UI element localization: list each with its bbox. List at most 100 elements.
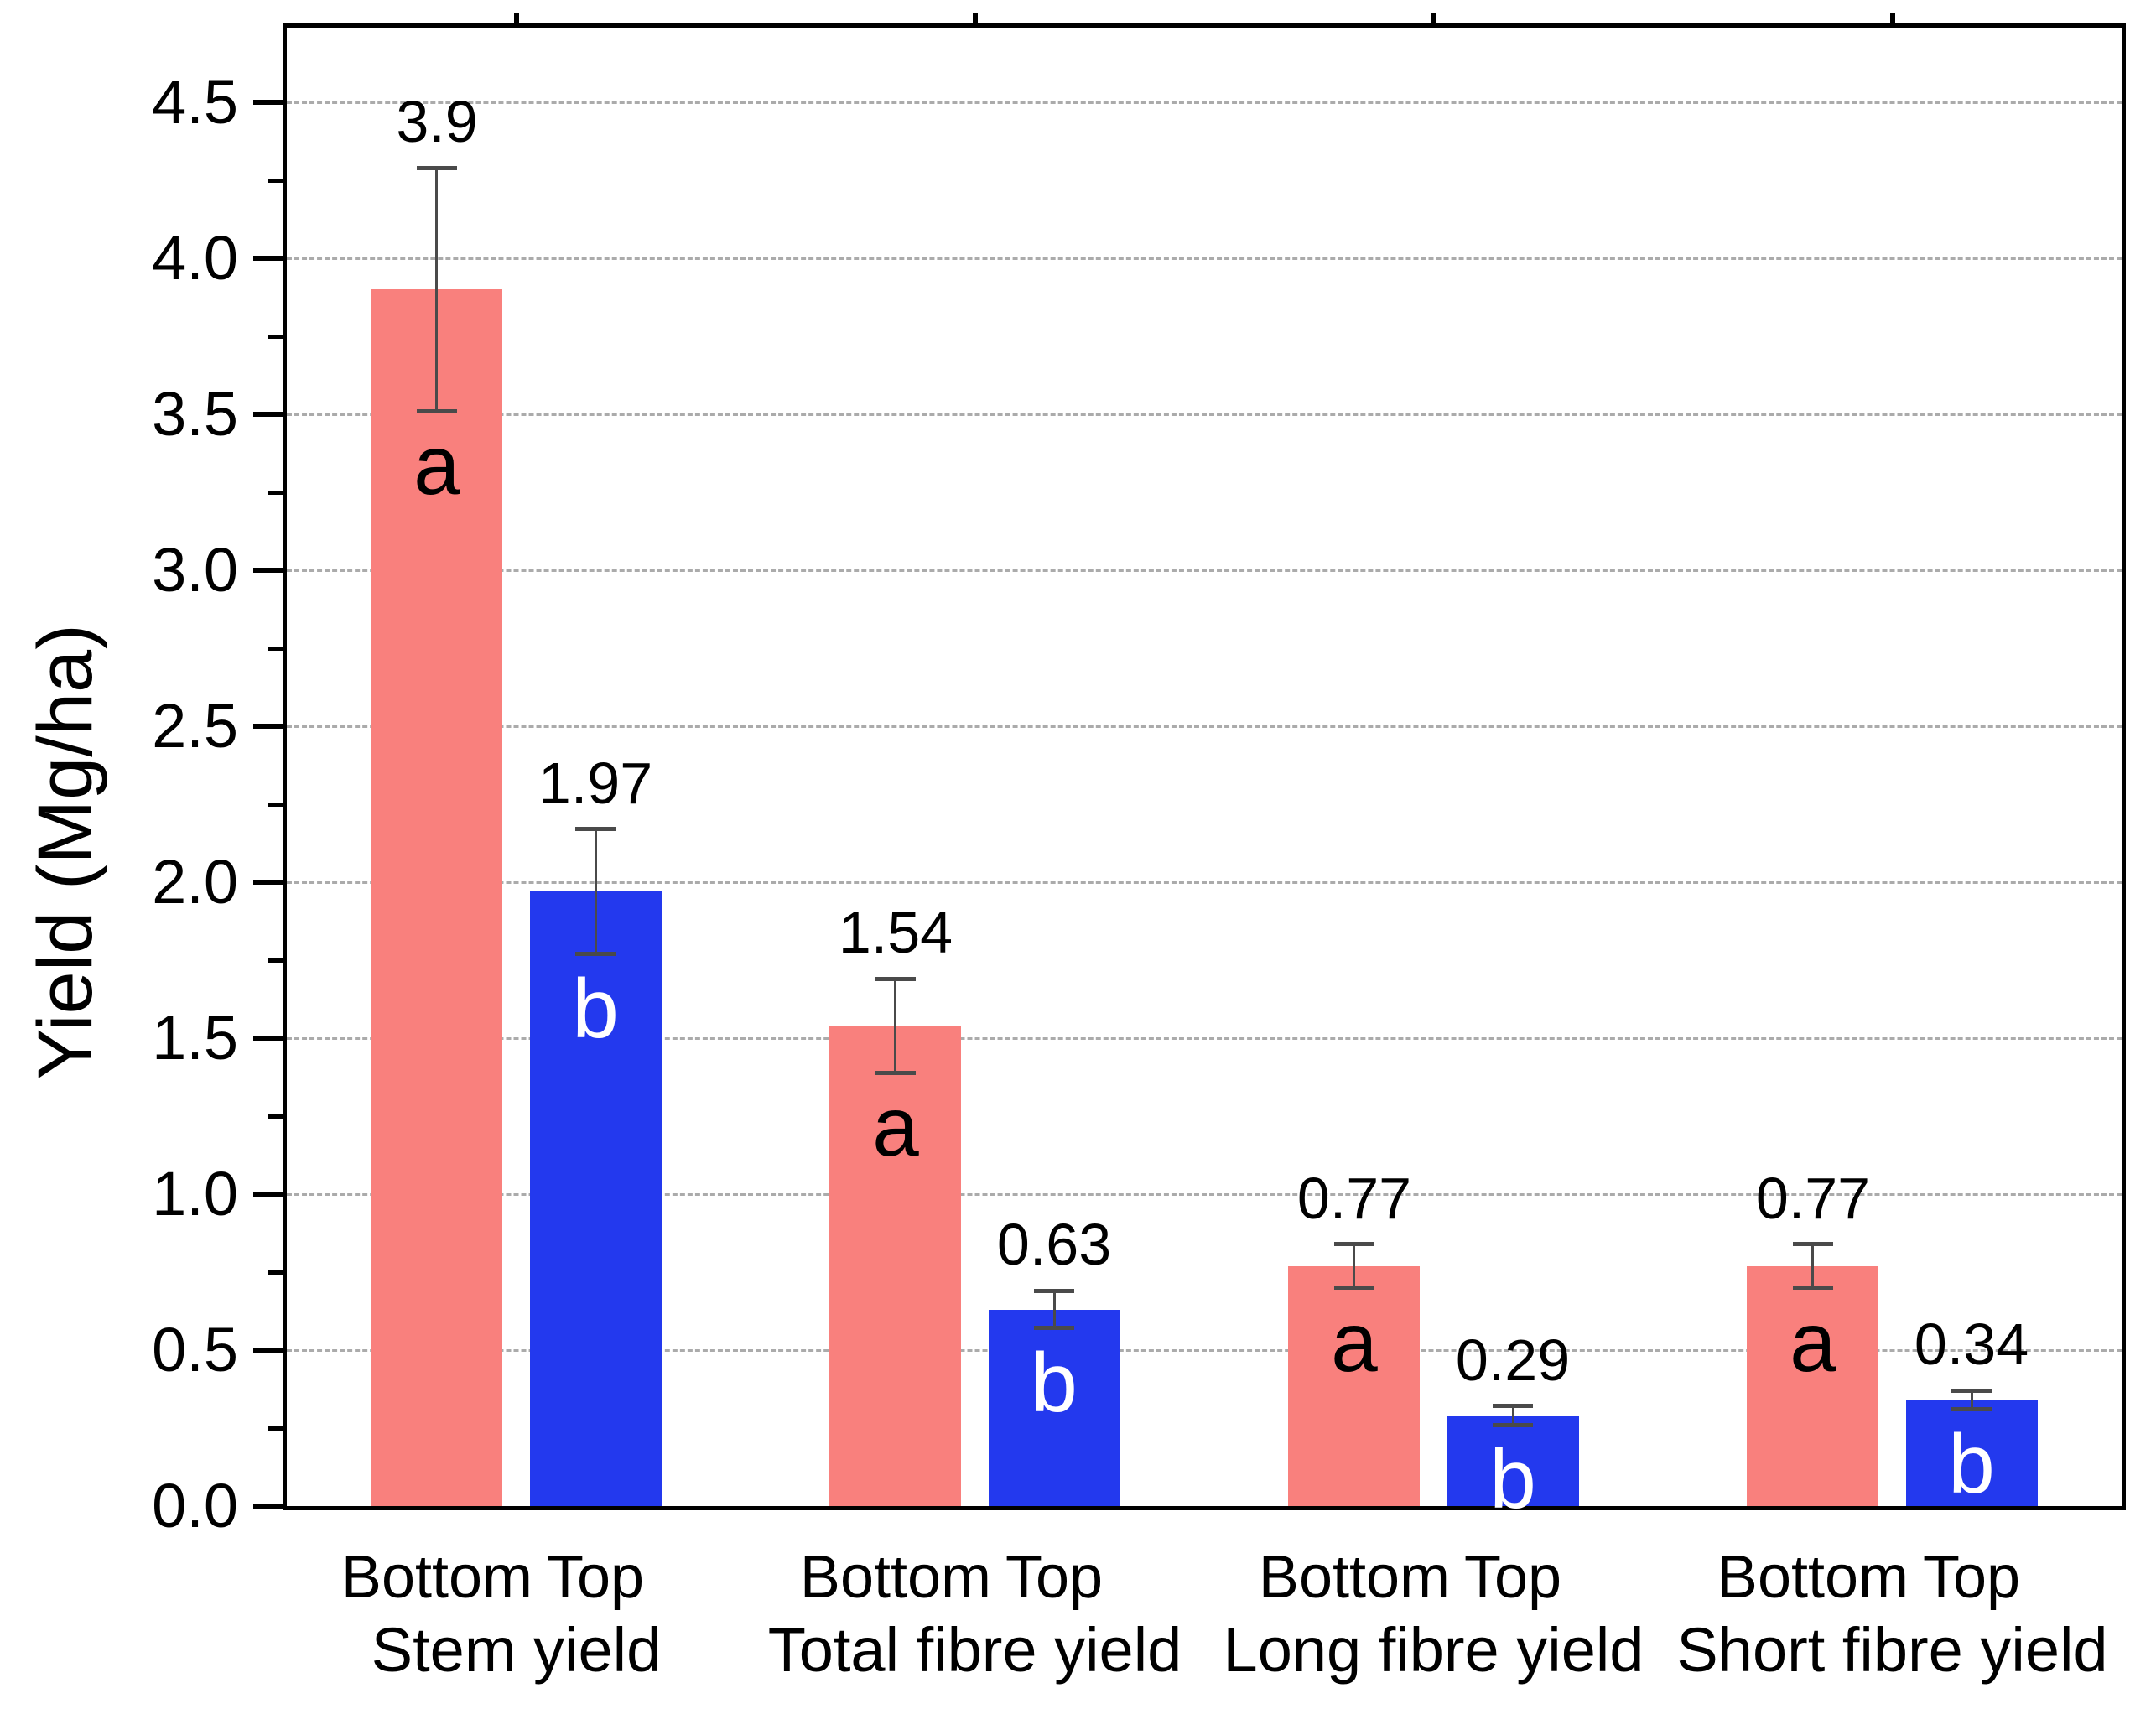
- significance-letter: a: [413, 418, 460, 513]
- y-tick-major: [253, 1504, 287, 1509]
- error-bar-cap: [875, 1070, 916, 1075]
- significance-letter: b: [1031, 1335, 1078, 1430]
- y-tick-label: 0.5: [152, 1315, 238, 1385]
- significance-letter: a: [1331, 1295, 1378, 1390]
- error-bar: [1811, 1244, 1815, 1288]
- y-tick-major: [253, 1036, 287, 1042]
- y-tick-label: 4.0: [152, 223, 238, 293]
- y-tick-major: [253, 568, 287, 574]
- y-axis-title: Yield (Mg/ha): [23, 624, 108, 1080]
- error-bar-cap: [1951, 1407, 1992, 1412]
- y-tick-label: 4.5: [152, 67, 238, 138]
- error-bar: [1511, 1405, 1514, 1426]
- y-tick-major: [253, 1348, 287, 1353]
- bar-top: [1905, 1400, 2038, 1506]
- plot-area: 3.9 a 1.97 b 1.54 a 0.63 b 0.77 a 0.29 b 0.77 a 0.34 b: [283, 23, 2126, 1521]
- error-bar: [594, 829, 597, 954]
- bar-bottom: [371, 289, 503, 1506]
- bar-top: [1447, 1416, 1579, 1506]
- error-bar: [1052, 1291, 1056, 1328]
- error-bar: [894, 979, 897, 1073]
- bar-bottom: [1747, 1265, 1879, 1506]
- y-tick-major: [253, 1192, 287, 1197]
- bar-bottom: [1288, 1265, 1421, 1506]
- y-tick-label: 0.0: [152, 1471, 238, 1540]
- y-tick-major: [253, 724, 287, 730]
- y-tick-major: [253, 100, 287, 106]
- x-tick-label: Bottom: [1258, 1544, 1451, 1611]
- error-bar-cap: [1034, 1288, 1075, 1293]
- x-tick-label: Bottom: [1717, 1544, 1909, 1611]
- value-label: 3.9: [396, 89, 478, 155]
- top-axis-tick: [513, 13, 519, 23]
- y-tick-major: [253, 412, 287, 418]
- error-bar-cap: [1493, 1422, 1534, 1427]
- y-tick-minor: [268, 334, 287, 339]
- y-tick-label: 1.5: [152, 1003, 238, 1073]
- error-bar: [1970, 1390, 1973, 1410]
- x-tick-label: Top: [1463, 1544, 1562, 1611]
- x-tick-label: Bottom: [340, 1544, 533, 1611]
- y-tick-minor: [268, 1270, 287, 1275]
- gridline: [287, 257, 2122, 261]
- top-axis-tick: [1431, 13, 1436, 23]
- y-tick-minor: [268, 646, 287, 651]
- error-bar-cap: [1493, 1404, 1534, 1409]
- gridline: [287, 881, 2122, 885]
- bar-top: [988, 1309, 1120, 1506]
- y-tick-minor: [268, 490, 287, 495]
- y-tick-minor: [268, 1426, 287, 1431]
- error-bar-cap: [1792, 1242, 1833, 1247]
- error-bar-cap: [416, 408, 457, 413]
- top-axis-tick: [972, 13, 978, 23]
- error-bar-cap: [1792, 1286, 1833, 1291]
- error-bar-cap: [1951, 1388, 1992, 1393]
- group-label: Short fibre yield: [1676, 1615, 2108, 1685]
- significance-letter: a: [1790, 1295, 1836, 1390]
- value-label: 1.54: [838, 900, 953, 966]
- y-tick-label: 3.5: [152, 379, 238, 449]
- x-tick-label: Top: [1922, 1544, 2021, 1611]
- error-bar-cap: [1034, 1326, 1075, 1331]
- y-tick-label: 1.0: [152, 1159, 238, 1229]
- error-bar-cap: [416, 165, 457, 170]
- error-bar-cap: [575, 952, 616, 957]
- x-tick-label: Bottom: [799, 1544, 992, 1611]
- error-bar-cap: [575, 827, 616, 832]
- significance-letter: b: [1489, 1432, 1536, 1527]
- y-tick-major: [253, 880, 287, 886]
- y-tick-minor: [268, 1114, 287, 1119]
- gridline: [287, 725, 2122, 729]
- gridline: [287, 569, 2122, 573]
- top-axis-tick: [1889, 13, 1895, 23]
- gridline: [287, 1193, 2122, 1197]
- y-tick-minor: [268, 178, 287, 183]
- gridline: [287, 101, 2122, 105]
- error-bar-cap: [1333, 1242, 1374, 1247]
- value-label: 0.29: [1455, 1327, 1571, 1393]
- gridline: [287, 413, 2122, 417]
- significance-letter: b: [1948, 1416, 1995, 1511]
- significance-letter: a: [872, 1080, 919, 1174]
- bar-top: [529, 891, 662, 1506]
- y-tick-label: 2.0: [152, 847, 238, 917]
- value-label: 1.97: [538, 750, 653, 816]
- y-tick-minor: [268, 958, 287, 963]
- group-label: Total fibre yield: [767, 1615, 1182, 1685]
- gridline: [287, 1037, 2122, 1041]
- group-label: Stem yield: [371, 1615, 662, 1685]
- x-tick-label: Top: [1005, 1544, 1104, 1611]
- error-bar-cap: [1333, 1286, 1374, 1291]
- y-tick-label: 2.5: [152, 691, 238, 761]
- y-tick-major: [253, 256, 287, 262]
- y-tick-minor: [268, 802, 287, 807]
- significance-letter: b: [572, 961, 619, 1056]
- error-bar: [435, 168, 439, 412]
- bar-bottom: [829, 1026, 962, 1506]
- x-tick-label: Top: [546, 1544, 645, 1611]
- error-bar-cap: [875, 976, 916, 981]
- group-label: Long fibre yield: [1223, 1615, 1644, 1685]
- y-tick-label: 3.0: [152, 535, 238, 605]
- value-label: 0.77: [1296, 1165, 1412, 1231]
